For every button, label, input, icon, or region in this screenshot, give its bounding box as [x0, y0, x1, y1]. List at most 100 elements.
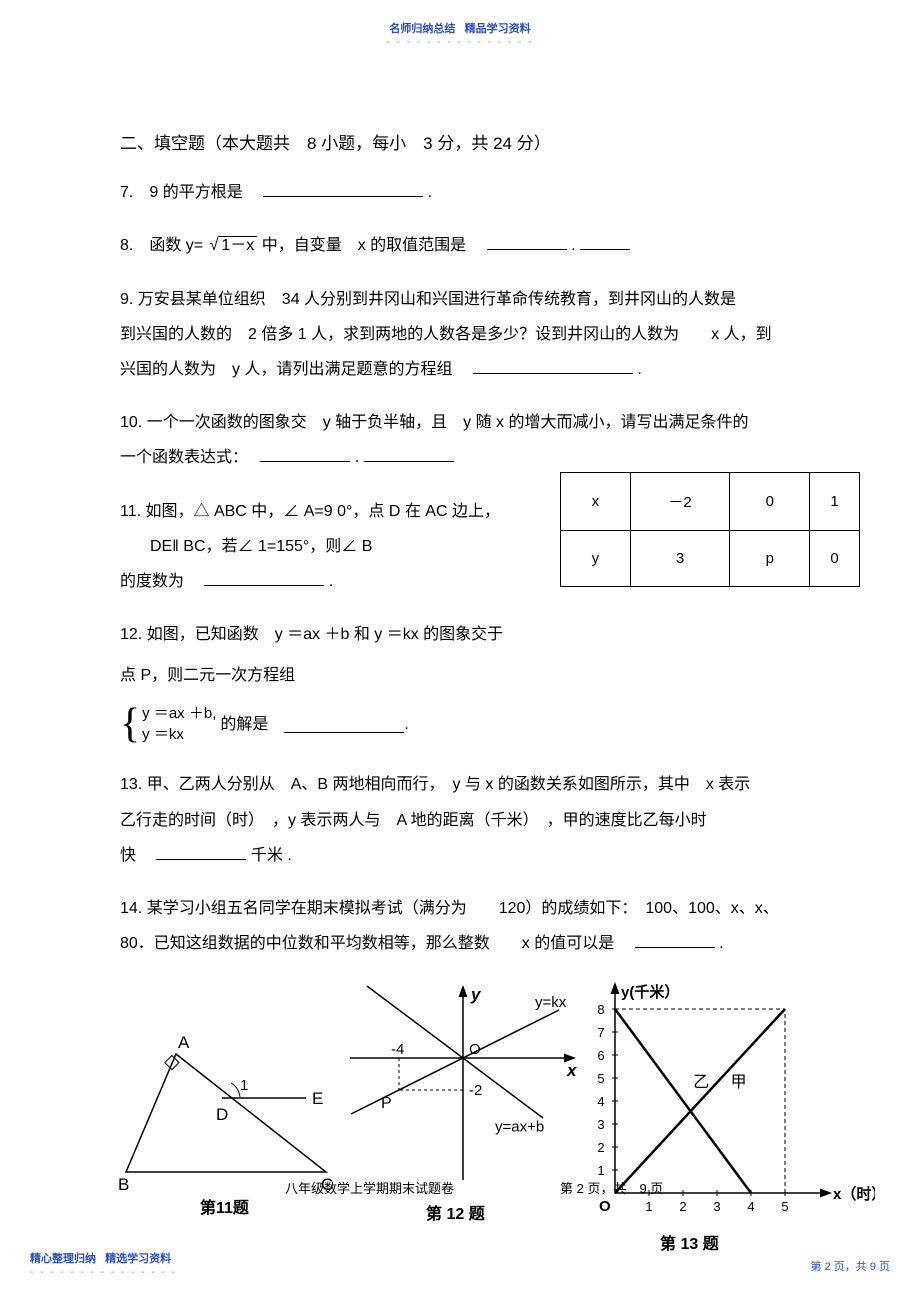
q10-l1: 10. 一个一次函数的图象交 y 轴于负半轴，且 y 随 x 的增大而减小，请写… [120, 405, 860, 440]
q12-l2: 点 P，则二元一次方程组 [120, 658, 860, 693]
q13-l2: 乙行走的时间（时） ，y 表示两人与 A 地的距离（千米） ，甲的速度比乙每小时 [120, 803, 860, 838]
svg-text:y=kx: y=kx [535, 994, 567, 1011]
question-8: 8. 函数 y= 1－x 中，自变量 x 的取值范围是 . [120, 228, 860, 263]
footer-left: 精心整理归纳 精选学习资料 - - - - - - - - - - - - - … [30, 1250, 177, 1278]
q10-blank2 [364, 445, 454, 463]
left-brace-icon: { [120, 703, 140, 745]
q10-dot: . [355, 449, 359, 466]
question-10: 10. 一个一次函数的图象交 y 轴于负半轴，且 y 随 x 的增大而减小，请写… [120, 405, 860, 475]
brace-equation: { y ＝ax ＋b, y ＝kx [120, 703, 216, 745]
header-text-1: 名师归纳总结 [389, 23, 455, 35]
q14-l2: 80．已知这组数据的中位数和平均数相等，那么整数 x 的值可以是 . [120, 926, 860, 961]
q7-blank [263, 180, 423, 198]
svg-text:O: O [469, 1041, 481, 1058]
data-table: x－201y3p0 [560, 472, 860, 587]
q11-l3b: . [329, 573, 333, 590]
svg-text:3: 3 [597, 1117, 604, 1132]
figure-12-label: 第 12 题 [426, 1200, 485, 1224]
q8-prefix: 8. 函数 y= [120, 237, 208, 254]
svg-text:3: 3 [713, 1199, 720, 1214]
q13-l3b: 千米 . [251, 847, 292, 864]
svg-text:5: 5 [781, 1199, 788, 1214]
section-title: 二、填空题（本大题共 8 小题，每小 3 分，共 24 分） [120, 130, 860, 157]
table-cell: 0 [730, 473, 810, 531]
q12-l3a: 的解是 [220, 707, 284, 742]
table-cell: p [730, 531, 810, 587]
q9-l2: 到兴国的人数的 2 倍多 1 人，求到两地的人数各是多少？设到井冈山的人数为 x… [120, 317, 860, 352]
table-cell: x [561, 473, 631, 531]
sqrt-expr: 1－x [208, 228, 258, 263]
svg-text:8: 8 [597, 1002, 604, 1017]
center-footer-right: 第 2 页，共 9 页 [560, 1178, 663, 1197]
q9-l3: 兴国的人数为 y 人，请列出满足题意的方程组 . [120, 352, 860, 387]
svg-text:O: O [599, 1198, 611, 1215]
table-cell: y [561, 531, 631, 587]
svg-text:D: D [216, 1105, 228, 1124]
header-text-2: 精品学习资料 [465, 23, 531, 35]
q8-blank2 [580, 233, 630, 251]
q9-l1: 9. 万安县某单位组织 34 人分别到井冈山和兴国进行革命传统教育，到井冈山的人… [120, 282, 860, 317]
q10-l2a: 一个函数表达式： [120, 449, 256, 466]
question-12: 12. 如图，已知函数 y ＝ax ＋b 和 y ＝kx 的图象交于 点 P，则… [120, 617, 860, 749]
figure-12: y x O P -4 -2 y=kx y=ax+b [345, 980, 585, 1200]
table-cell: －2 [630, 473, 730, 531]
q7-prefix: 7. 9 的平方根是 [120, 184, 259, 201]
svg-text:B: B [118, 1175, 129, 1194]
svg-text:-2: -2 [469, 1082, 482, 1099]
svg-text:y: y [470, 985, 482, 1004]
footer-dashes: - - - - - - - - - - - - - - - [30, 1267, 177, 1278]
q12-blank [284, 716, 404, 734]
question-13: 13. 甲、乙两人分别从 A、B 两地相向而行， y 与 x 的函数关系如图所示… [120, 767, 860, 873]
q8-blank1 [487, 233, 567, 251]
q9-l3b: . [637, 361, 641, 378]
q13-blank [156, 842, 246, 860]
svg-text:P: P [381, 1095, 392, 1112]
q12-equation-row: { y ＝ax ＋b, y ＝kx 的解是 . [120, 699, 860, 749]
q8-dot: . [571, 237, 575, 254]
q11-blank [204, 568, 324, 586]
svg-text:甲: 甲 [731, 1074, 747, 1091]
brace-lines: y ＝ax ＋b, y ＝kx [142, 703, 216, 745]
svg-text:4: 4 [597, 1094, 604, 1109]
svg-text:2: 2 [597, 1140, 604, 1155]
svg-text:-4: -4 [391, 1041, 404, 1058]
q11-l3: 的度数为 . [120, 564, 550, 599]
q13-l3: 快 千米 . [120, 838, 860, 873]
table-cell: 3 [630, 531, 730, 587]
svg-text:x（时）: x（时） [833, 1185, 875, 1203]
q11-l3a: 的度数为 [120, 573, 200, 590]
q8-mid: 中，自变量 x 的取值范围是 [262, 237, 482, 254]
table-cell: 0 [810, 531, 860, 587]
svg-text:x: x [566, 1061, 578, 1080]
footer-text-1: 精心整理归纳 [30, 1253, 96, 1265]
svg-text:y(千米）: y(千米） [621, 983, 679, 1001]
footer-text-2: 精选学习资料 [105, 1253, 171, 1265]
header-dashes: - - - - - - - - - - - - - - - [387, 37, 534, 48]
table-cell: 1 [810, 473, 860, 531]
question-14: 14. 某学习小组五名同学在期末模拟考试（满分为 120）的成绩如下： 100、… [120, 891, 860, 961]
figure-11-label: 第11题 [200, 1194, 249, 1218]
q14-l1: 14. 某学习小组五名同学在期末模拟考试（满分为 120）的成绩如下： 100、… [120, 891, 860, 926]
q11-l1: 11. 如图，△ ABC 中，∠ A=9 0°，点 D 在 AC 边上， [120, 494, 550, 529]
svg-text:7: 7 [597, 1025, 604, 1040]
q11-l2: DE‖ BC，若∠ 1=155°，则∠ B [120, 529, 550, 564]
svg-text:1: 1 [597, 1163, 604, 1178]
footer-right: 第 2 页，共 9 页 [811, 1258, 890, 1274]
q7-suffix: . [428, 184, 432, 201]
figure-13-label: 第 13 题 [660, 1230, 719, 1254]
radicand: 1－x [218, 236, 257, 254]
q9-l3a: 兴国的人数为 y 人，请列出满足题意的方程组 [120, 361, 468, 378]
q9-blank [473, 356, 633, 374]
svg-text:E: E [312, 1089, 323, 1108]
svg-text:1: 1 [645, 1199, 652, 1214]
page-header: 名师归纳总结 精品学习资料 - - - - - - - - - - - - - … [0, 20, 920, 48]
q13-l1: 13. 甲、乙两人分别从 A、B 两地相向而行， y 与 x 的函数关系如图所示… [120, 767, 860, 802]
q14-l2b: . [719, 935, 723, 952]
q14-l2a: 80．已知这组数据的中位数和平均数相等，那么整数 x 的值可以是 [120, 935, 630, 952]
q10-blank1 [260, 445, 350, 463]
question-11: 11. 如图，△ ABC 中，∠ A=9 0°，点 D 在 AC 边上， DE‖… [120, 494, 550, 600]
svg-text:y=ax+b: y=ax+b [495, 1119, 544, 1136]
q12-l1: 12. 如图，已知函数 y ＝ax ＋b 和 y ＝kx 的图象交于 [120, 617, 860, 652]
svg-text:2: 2 [679, 1199, 686, 1214]
question-9: 9. 万安县某单位组织 34 人分别到井冈山和兴国进行革命传统教育，到井冈山的人… [120, 282, 860, 388]
